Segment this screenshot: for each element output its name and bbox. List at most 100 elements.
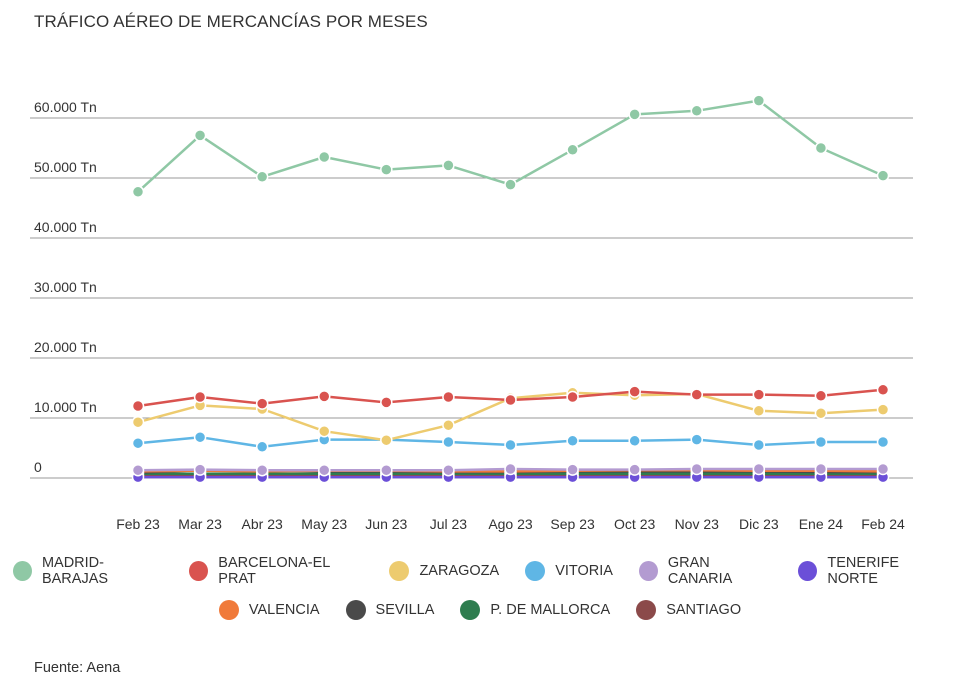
legend-item[interactable]: BARCELONA-EL PRAT [189,555,363,587]
series-vitoria [131,430,890,454]
data-point[interactable] [628,385,641,398]
data-point[interactable] [442,463,455,477]
x-tick-label: Mar 23 [178,516,222,532]
legend-swatch [389,561,410,581]
data-point[interactable] [690,388,703,401]
data-point[interactable] [318,463,331,477]
data-point[interactable] [752,388,766,401]
legend: MADRID-BARAJAS BARCELONA-EL PRAT ZARAGOZA V… [0,555,960,634]
data-point[interactable] [690,462,703,476]
legend-swatch [798,561,818,581]
data-point[interactable] [318,150,331,164]
x-tick-label: Sep 23 [550,516,595,532]
data-point[interactable] [876,462,890,476]
data-point[interactable] [566,143,579,157]
data-point[interactable] [690,104,703,118]
chart-title: TRÁFICO AÉREO DE MERCANCÍAS POR MESES [34,12,428,31]
data-point[interactable] [876,403,890,416]
series-gran-canaria [131,462,890,477]
data-point[interactable] [752,462,766,476]
data-point[interactable] [318,390,331,403]
data-point[interactable] [380,463,393,477]
data-point[interactable] [504,462,517,476]
data-point[interactable] [255,463,269,477]
data-point[interactable] [193,463,207,476]
legend-item[interactable]: ZARAGOZA [389,561,499,581]
data-point[interactable] [255,397,269,410]
data-point[interactable] [504,393,517,407]
data-point[interactable] [814,406,828,420]
data-point[interactable] [131,436,145,450]
legend-swatch [525,561,546,581]
data-point[interactable] [442,418,455,432]
legend-swatch [638,561,658,581]
legend-label: VITORIA [555,563,613,579]
legend-row: VALENCIA SEVILLA P. DE MALLORCA SANTIAGO [0,595,960,625]
data-point[interactable] [566,463,579,476]
legend-item[interactable]: VALENCIA [218,600,320,620]
data-point[interactable] [628,108,641,121]
x-tick-label: Nov 23 [675,516,720,532]
legend-label: SANTIAGO [666,602,742,618]
data-point[interactable] [566,434,579,448]
x-axis-ticks: Feb 23 Mar 23 Abr 23 May 23 Jun 23 Jul 23 Ago … [116,516,905,532]
data-point[interactable] [752,94,766,107]
data-point[interactable] [690,433,703,446]
data-point[interactable] [131,463,145,477]
legend-item[interactable]: TENERIFE NORTE [798,555,947,587]
data-point[interactable] [193,129,207,142]
data-point[interactable] [131,399,145,413]
data-point[interactable] [814,435,828,449]
data-point[interactable] [628,434,641,448]
legend-label: ZARAGOZA [419,563,500,579]
data-point[interactable] [876,169,890,182]
x-tick-label: Dic 23 [739,516,779,532]
line-chart: 0 10.000 Tn 20.000 Tn 30.000 Tn 40.000 Tn 50.… [30,94,913,532]
y-tick-label: 0 [34,459,42,475]
data-point[interactable] [131,415,145,429]
legend-item[interactable]: VITORIA [525,561,613,581]
y-axis-ticks: 0 10.000 Tn 20.000 Tn 30.000 Tn 40.000 Tn 50.… [34,99,97,475]
data-point[interactable] [814,389,828,403]
legend-label: SEVILLA [375,602,435,618]
legend-swatch [189,561,209,581]
data-point[interactable] [380,433,393,447]
data-point[interactable] [193,390,207,404]
legend-swatch [13,561,32,581]
data-point[interactable] [442,159,455,172]
data-point[interactable] [318,424,331,438]
data-point[interactable] [504,438,517,452]
data-point[interactable] [131,185,145,199]
data-point[interactable] [255,170,269,184]
data-point[interactable] [876,435,890,449]
legend-item[interactable]: GRAN CANARIA [638,555,773,587]
data-point[interactable] [752,438,766,452]
data-point[interactable] [193,430,207,444]
data-point[interactable] [876,383,890,397]
data-point[interactable] [566,390,579,404]
data-point[interactable] [255,440,269,454]
y-tick-label: 60.000 Tn [34,99,97,115]
data-point[interactable] [442,435,455,449]
legend-item[interactable]: SANTIAGO [636,600,741,620]
data-point[interactable] [442,390,455,404]
data-point[interactable] [814,141,828,155]
legend-item[interactable]: P. DE MALLORCA [460,600,610,620]
data-point[interactable] [380,396,393,409]
data-point[interactable] [628,463,641,476]
legend-swatch [218,600,239,620]
x-tick-label: May 23 [301,516,347,532]
x-tick-label: Oct 23 [614,516,655,532]
data-point[interactable] [814,462,828,476]
data-point[interactable] [504,178,517,191]
series-madrid-barajas [131,94,890,199]
legend-label: BARCELONA-EL PRAT [218,555,330,587]
y-tick-label: 50.000 Tn [34,159,97,175]
legend-row: MADRID-BARAJAS BARCELONA-EL PRAT ZARAGOZA V… [0,555,960,587]
legend-swatch [636,600,657,620]
data-point[interactable] [380,163,393,176]
legend-item[interactable]: MADRID-BARAJAS [13,555,163,587]
legend-item[interactable]: SEVILLA [345,600,435,620]
legend-label: GRAN CANARIA [667,555,733,587]
data-point[interactable] [752,404,766,418]
